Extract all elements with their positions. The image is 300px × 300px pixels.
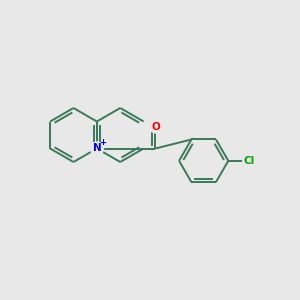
Circle shape xyxy=(149,121,161,133)
Circle shape xyxy=(90,142,104,155)
Text: N: N xyxy=(92,143,101,153)
Text: O: O xyxy=(151,122,160,132)
Text: Cl: Cl xyxy=(243,156,254,166)
Text: +: + xyxy=(99,138,106,147)
